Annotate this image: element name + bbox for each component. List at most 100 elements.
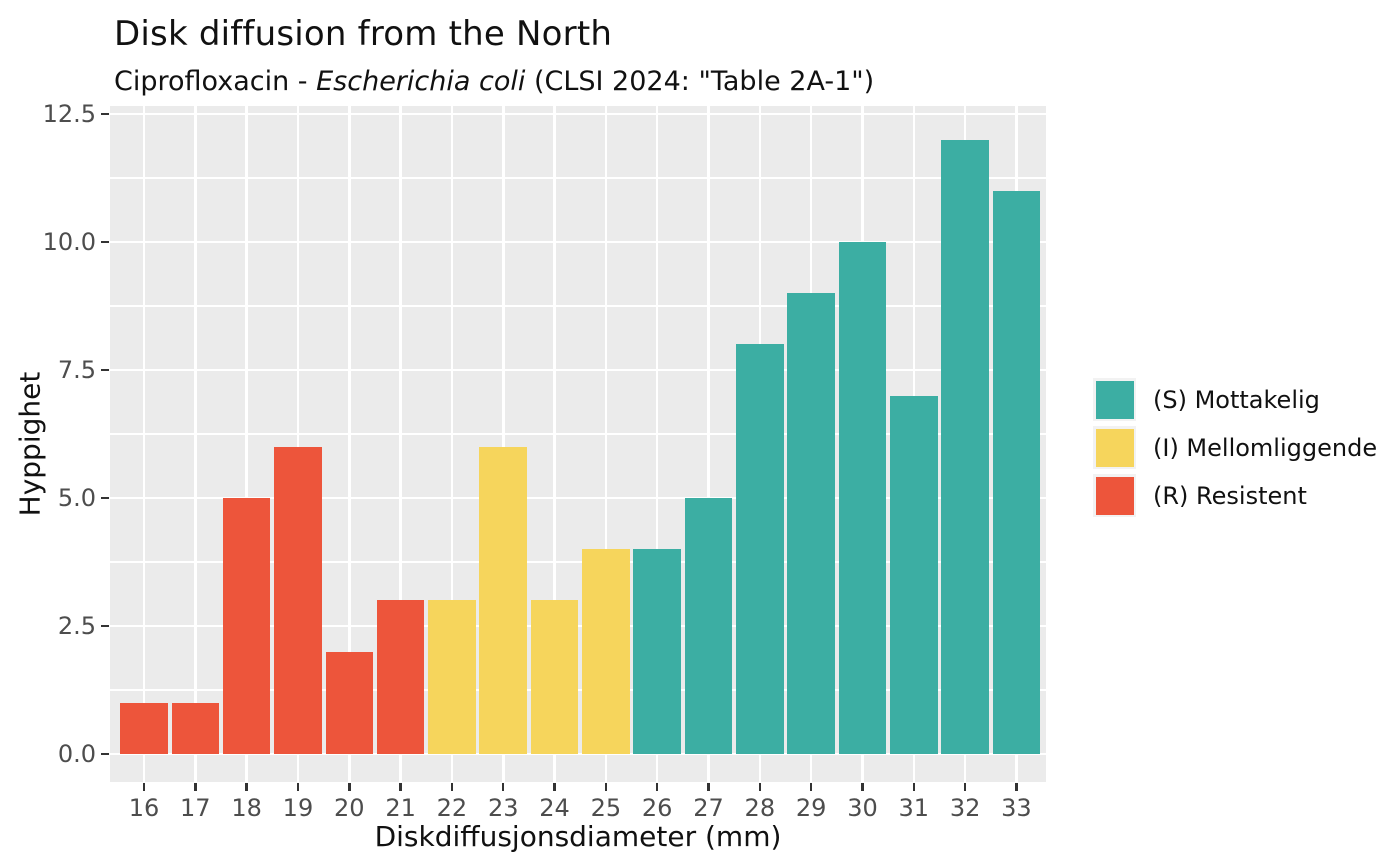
bar-30 <box>838 242 887 754</box>
x-tick-label-29: 29 <box>795 794 827 822</box>
bar-32 <box>941 139 989 754</box>
gridline-x-27 <box>707 106 710 782</box>
x-tick-30 <box>861 783 864 791</box>
bar-29 <box>787 293 835 754</box>
x-tick-31 <box>912 783 916 791</box>
gridline-x-25 <box>604 106 608 782</box>
legend-item-R: (R) Resistent <box>1093 474 1377 517</box>
y-tick-label-7.5: 7.5 <box>57 356 96 384</box>
chart-subtitle: Ciprofloxacin - Escherichia coli (CLSI 2… <box>114 66 874 97</box>
x-tick-27 <box>707 783 710 791</box>
x-tick-label-21: 21 <box>385 794 416 822</box>
gridline-major-y-0.0 <box>110 752 1046 756</box>
legend-item-I: (I) Mellomliggende <box>1093 426 1377 469</box>
y-tick-5.0 <box>101 496 109 500</box>
bar-23 <box>479 446 527 754</box>
y-tick-10.0 <box>101 240 109 244</box>
gridline-major-y-7.5 <box>110 368 1046 372</box>
gridline-x-22 <box>450 106 454 782</box>
x-tick-26 <box>655 783 659 791</box>
y-tick-label-5.0: 5.0 <box>57 484 96 512</box>
gridline-x-17 <box>194 106 197 782</box>
x-tick-label-18: 18 <box>231 794 262 822</box>
bar-26 <box>633 549 681 754</box>
x-tick-label-30: 30 <box>847 794 878 822</box>
x-tick-label-24: 24 <box>539 794 570 822</box>
x-tick-label-32: 32 <box>949 794 981 822</box>
x-tick-28 <box>758 783 762 791</box>
x-tick-19 <box>296 783 300 791</box>
subtitle-guideline: (CLSI 2024: "Table 2A-1") <box>525 66 875 97</box>
y-tick-label-12.5: 12.5 <box>42 100 96 128</box>
bar-18 <box>222 498 271 754</box>
x-tick-label-28: 28 <box>744 794 776 822</box>
y-tick-label-10.0: 10.0 <box>42 228 96 256</box>
legend-swatch-I <box>1095 428 1134 467</box>
x-tick-label-27: 27 <box>693 794 724 822</box>
gridline-minor-y-3.75 <box>110 560 1046 564</box>
x-tick-16 <box>142 783 146 791</box>
gridline-x-16 <box>142 106 146 782</box>
gridline-minor-y-11.25 <box>110 176 1046 180</box>
x-tick-20 <box>348 783 351 791</box>
legend-swatch-S <box>1095 380 1134 419</box>
gridline-x-19 <box>296 106 300 782</box>
gridline-x-23 <box>501 106 505 782</box>
legend-key-I <box>1093 426 1136 469</box>
gridline-minor-y-8.75 <box>110 304 1046 308</box>
x-tick-21 <box>399 783 402 791</box>
bar-16 <box>120 702 168 754</box>
gridline-x-26 <box>655 106 659 782</box>
gridline-x-20 <box>347 106 351 782</box>
x-tick-17 <box>194 783 197 791</box>
gridline-x-24 <box>553 106 556 782</box>
gridline-major-y-12.5 <box>110 112 1046 116</box>
gridline-minor-y-6.25 <box>110 432 1046 436</box>
bar-25 <box>582 549 630 754</box>
legend-swatch-R <box>1095 476 1134 515</box>
x-tick-29 <box>809 783 813 791</box>
x-tick-label-33: 33 <box>1001 794 1032 822</box>
bar-17 <box>171 702 220 754</box>
legend-key-R <box>1093 474 1136 517</box>
x-tick-18 <box>245 783 248 791</box>
subtitle-drug: Ciprofloxacin - <box>114 66 317 97</box>
legend-key-S <box>1093 378 1136 421</box>
gridline-major-y-10.0 <box>110 240 1046 244</box>
bar-31 <box>890 395 938 754</box>
x-tick-32 <box>963 783 967 791</box>
y-tick-12.5 <box>101 112 109 116</box>
bar-24 <box>530 600 579 754</box>
chart-title: Disk diffusion from the North <box>114 14 613 54</box>
x-tick-label-20: 20 <box>333 794 365 822</box>
gridline-major-y-5.0 <box>110 496 1046 500</box>
legend-item-S: (S) Mottakelig <box>1093 378 1377 421</box>
bar-28 <box>736 344 784 754</box>
y-tick-label-2.5: 2.5 <box>57 612 96 640</box>
x-tick-label-19: 19 <box>282 794 314 822</box>
legend-label-S: (S) Mottakelig <box>1153 385 1320 414</box>
x-tick-label-16: 16 <box>128 794 160 822</box>
x-tick-label-31: 31 <box>898 794 930 822</box>
bar-21 <box>376 600 425 754</box>
y-tick-label-0.0: 0.0 <box>57 740 96 768</box>
gridline-x-18 <box>245 106 248 782</box>
bar-33 <box>992 190 1041 754</box>
x-tick-33 <box>1015 783 1018 791</box>
y-tick-0.0 <box>101 752 109 756</box>
x-tick-label-22: 22 <box>436 794 468 822</box>
bar-19 <box>274 446 322 754</box>
subtitle-organism: Escherichia coli <box>316 66 526 97</box>
bar-27 <box>684 498 733 754</box>
y-tick-2.5 <box>101 624 109 628</box>
x-tick-25 <box>604 783 608 791</box>
x-tick-24 <box>553 783 556 791</box>
legend-label-R: (R) Resistent <box>1153 481 1307 510</box>
y-tick-7.5 <box>101 368 109 372</box>
bar-20 <box>325 651 374 754</box>
x-tick-label-17: 17 <box>180 794 211 822</box>
x-tick-23 <box>501 783 505 791</box>
x-tick-label-23: 23 <box>487 794 519 822</box>
bar-22 <box>428 600 476 754</box>
